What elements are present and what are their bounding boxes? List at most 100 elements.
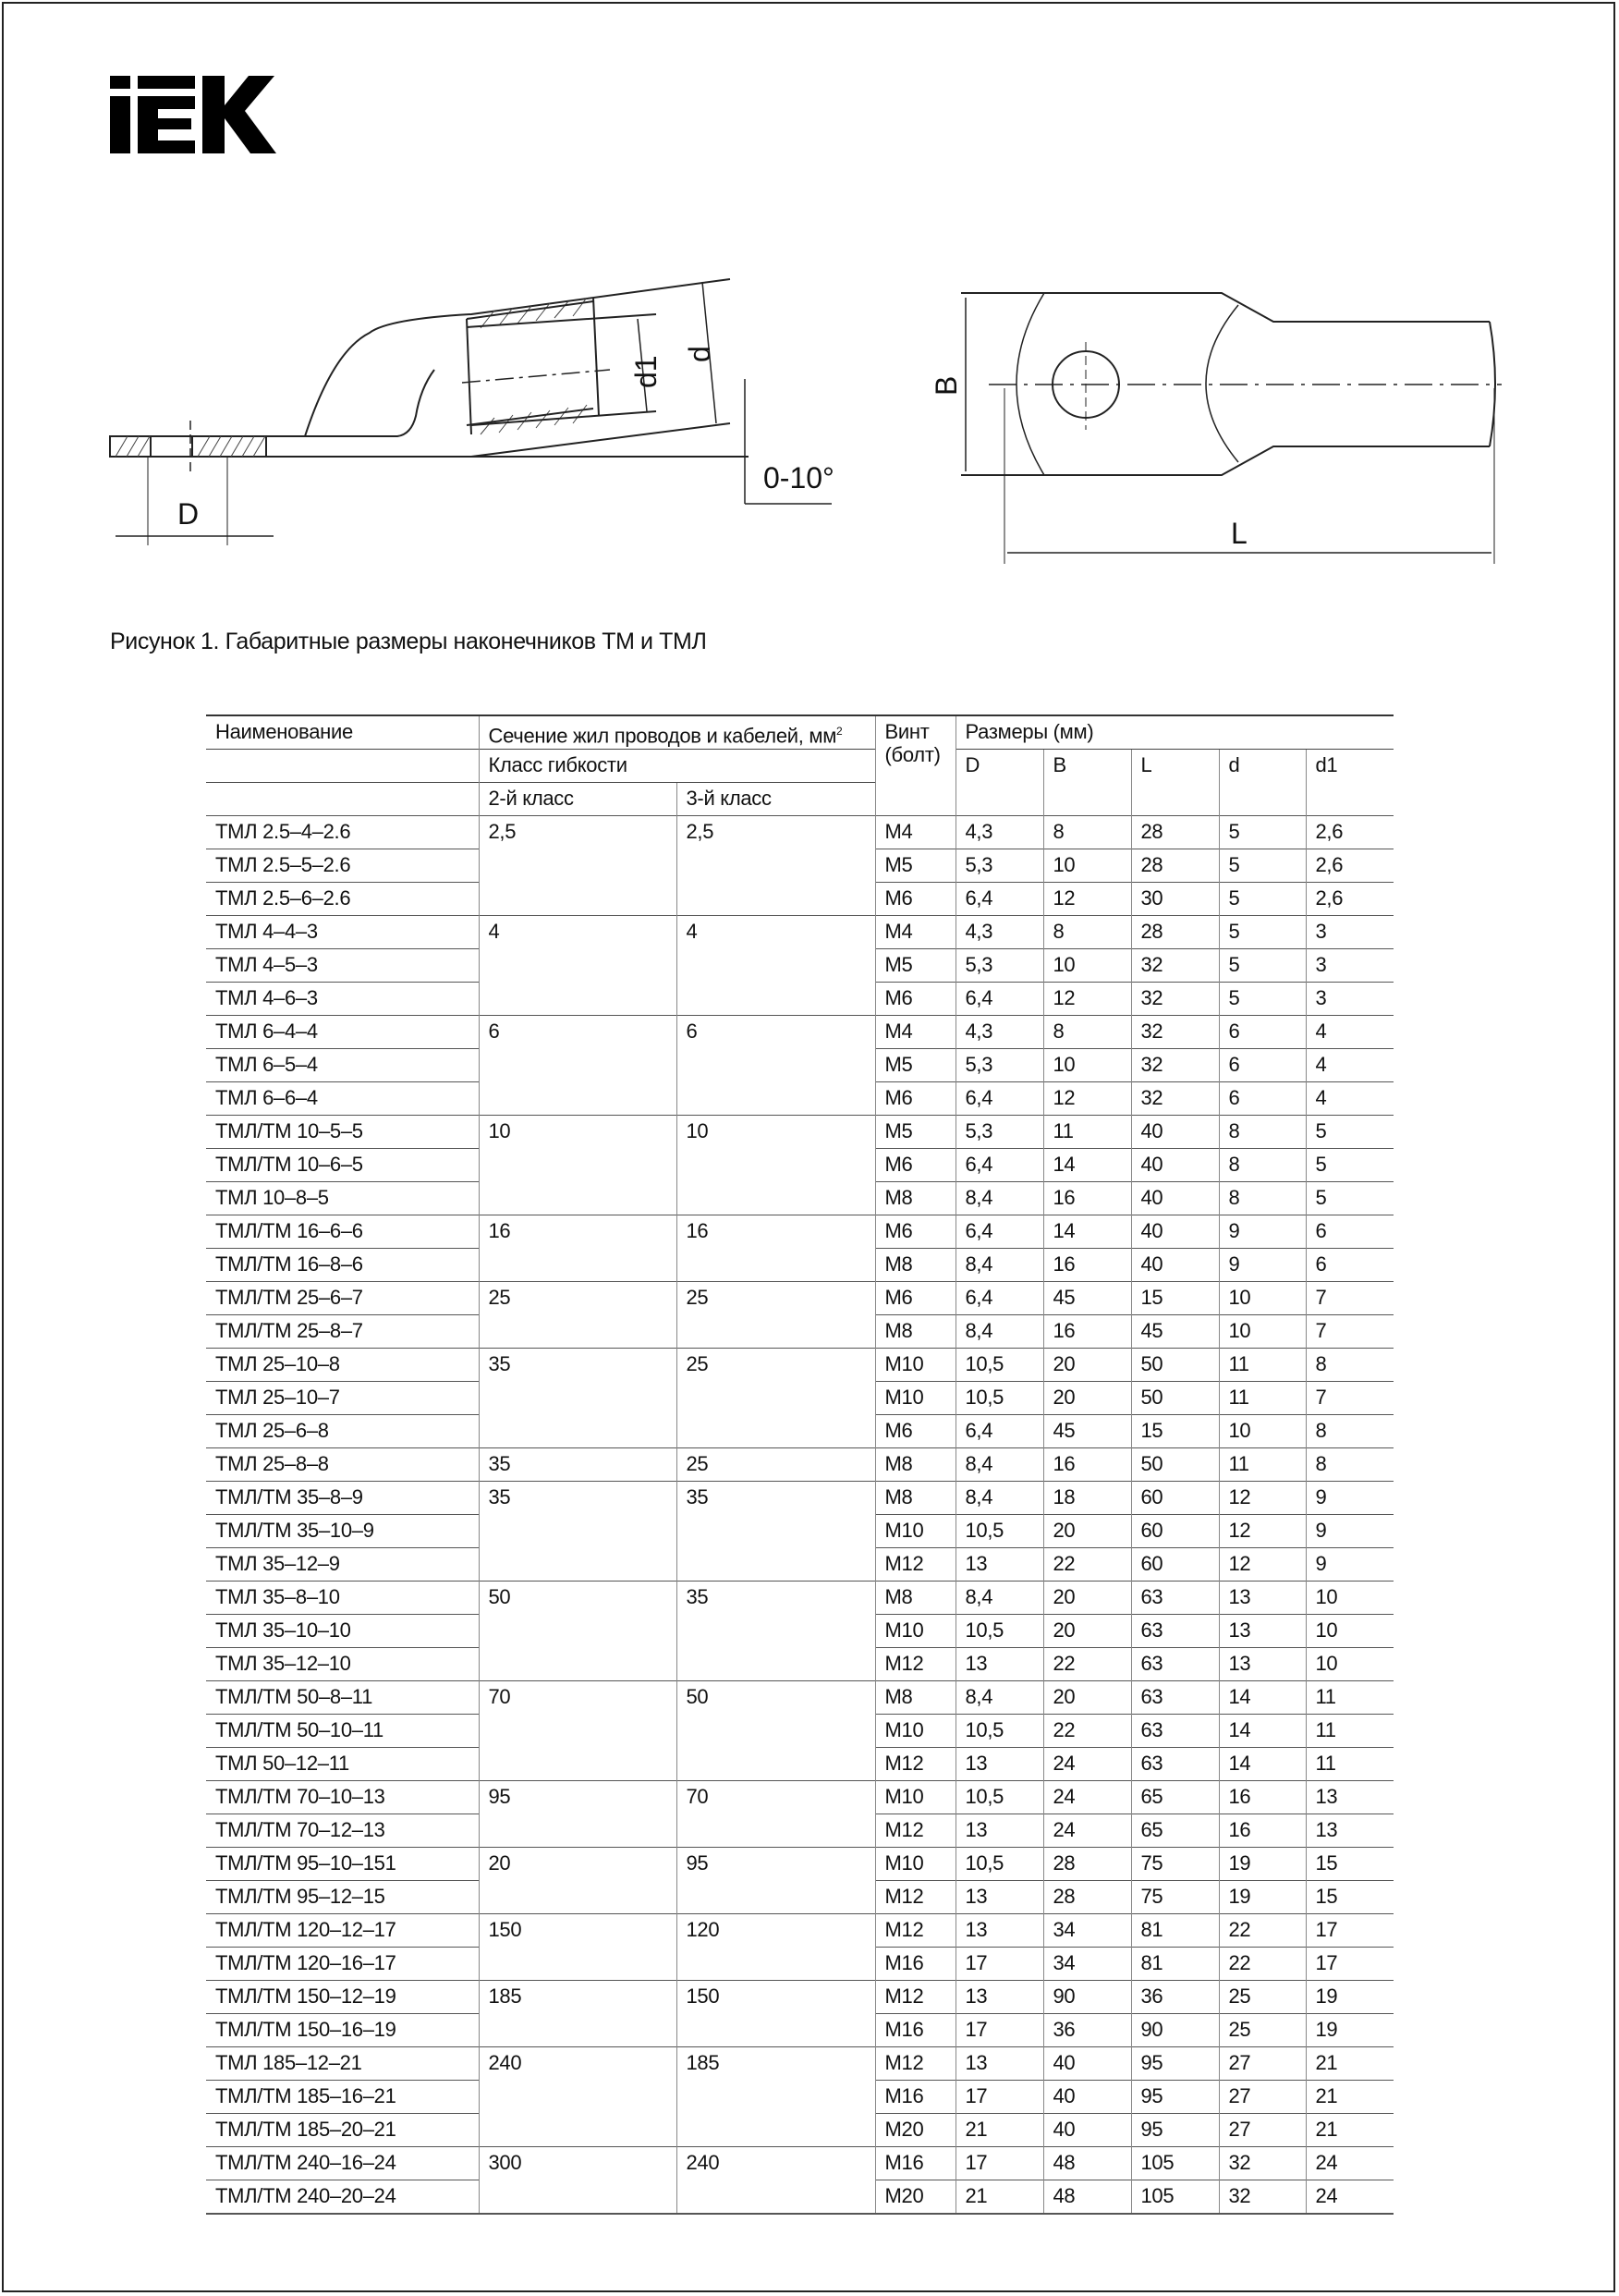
- cell-name: ТМЛ 4–4–3: [206, 915, 479, 949]
- cell-L: 50: [1130, 1381, 1219, 1415]
- cell-D: 5,3: [955, 1115, 1043, 1149]
- cell-d: 22: [1218, 1913, 1306, 1948]
- cell-D: 10,5: [955, 1381, 1043, 1415]
- table-row: ТМЛ 4–6–3 М6 6,4 12 32 5 3: [206, 982, 1394, 1016]
- cell-B: 12: [1042, 882, 1131, 916]
- cell-L: 40: [1130, 1248, 1219, 1282]
- cell-B: 12: [1042, 1081, 1131, 1116]
- cell-D: 4,3: [955, 815, 1043, 849]
- cell-bolt: М10: [874, 1348, 956, 1382]
- cell-d: 6: [1218, 1015, 1306, 1049]
- cell-D: 13: [955, 1547, 1043, 1582]
- lug-drawings: D d1 d 0-10° B L: [109, 278, 1502, 564]
- cell-d: 14: [1218, 1747, 1306, 1781]
- cell-B: 14: [1042, 1215, 1131, 1249]
- cell-B: 14: [1042, 1148, 1131, 1182]
- table-row: ТМЛ/ТМ 150–12–19 185 150 М12 13 90 36 25 19: [206, 1980, 1394, 2047]
- cell-name: ТМЛ/ТМ 16–6–6: [206, 1215, 479, 1249]
- dim-label-d: d: [683, 346, 716, 362]
- figure-caption: Рисунок 1. Габаритные размеры наконечник…: [110, 629, 707, 654]
- cell-B: 20: [1042, 1680, 1131, 1715]
- top-view: B L: [930, 292, 1502, 564]
- cell-d: 22: [1218, 1947, 1306, 1981]
- dim-label-angle: 0-10°: [763, 461, 834, 495]
- table-row: ТМЛ 6–5–4 М5 5,3 10 32 6 4: [206, 1048, 1394, 1082]
- cell-d1: 11: [1305, 1714, 1394, 1748]
- cell-L: 28: [1130, 815, 1219, 849]
- cell-bolt: М12: [874, 1880, 956, 1914]
- header-dims: Размеры (мм): [955, 714, 1394, 750]
- header-bolt: Винт (болт): [874, 714, 956, 816]
- cell-B: 40: [1042, 2113, 1131, 2147]
- cell-D: 8,4: [955, 1314, 1043, 1349]
- cell-name: ТМЛ 2.5–4–2.6: [206, 815, 479, 849]
- cell-section-class3: 2,5: [676, 815, 875, 916]
- cell-L: 28: [1130, 915, 1219, 949]
- header-section-sup: 2: [836, 725, 843, 738]
- cell-section-class3: 10: [676, 1115, 875, 1215]
- cell-d1: 10: [1305, 1647, 1394, 1681]
- cell-d1: 17: [1305, 1913, 1394, 1948]
- cell-section-class3: 16: [676, 1215, 875, 1282]
- cell-d1: 11: [1305, 1747, 1394, 1781]
- cell-D: 17: [955, 2080, 1043, 2114]
- cell-d1: 15: [1305, 1847, 1394, 1881]
- cell-name: ТМЛ 185–12–21: [206, 2046, 479, 2081]
- cell-B: 16: [1042, 1447, 1131, 1482]
- cell-d1: 10: [1305, 1581, 1394, 1615]
- header-D: D: [955, 749, 1043, 816]
- cell-d: 27: [1218, 2113, 1306, 2147]
- cell-name: ТМЛ 25–10–8: [206, 1348, 479, 1382]
- table-row: ТМЛ 2.5–6–2.6 М6 6,4 12 30 5 2,6: [206, 882, 1394, 916]
- cell-section-class2: 240: [478, 2046, 676, 2147]
- cell-D: 6,4: [955, 982, 1043, 1016]
- cell-d1: 5: [1305, 1115, 1394, 1149]
- header-bolt-1: Винт: [884, 720, 930, 743]
- cell-B: 45: [1042, 1281, 1131, 1315]
- cell-bolt: М6: [874, 882, 956, 916]
- cell-B: 11: [1042, 1115, 1131, 1149]
- table-row: ТМЛ/ТМ 16–6–6 16 16 М6 6,4 14 40 9 6: [206, 1215, 1394, 1282]
- cell-d1: 2,6: [1305, 882, 1394, 916]
- cell-L: 15: [1130, 1414, 1219, 1448]
- cell-L: 95: [1130, 2113, 1219, 2147]
- dim-label-d1: d1: [629, 355, 663, 388]
- cell-d: 14: [1218, 1714, 1306, 1748]
- cell-name: ТМЛ 4–5–3: [206, 948, 479, 983]
- cell-bolt: М12: [874, 2046, 956, 2081]
- cell-D: 21: [955, 2180, 1043, 2215]
- cell-bolt: М8: [874, 1314, 956, 1349]
- cell-L: 40: [1130, 1181, 1219, 1215]
- cell-B: 22: [1042, 1647, 1131, 1681]
- cell-d1: 4: [1305, 1015, 1394, 1049]
- table-row: ТМЛ/ТМ 95–12–15 М12 13 28 75 19 15: [206, 1880, 1394, 1914]
- header-L: L: [1130, 749, 1219, 816]
- cell-d: 10: [1218, 1281, 1306, 1315]
- cell-bolt: М8: [874, 1680, 956, 1715]
- cell-bolt: М16: [874, 1947, 956, 1981]
- cell-L: 60: [1130, 1547, 1219, 1582]
- cell-section-class2: 16: [478, 1215, 676, 1282]
- cell-B: 20: [1042, 1581, 1131, 1615]
- cell-d: 12: [1218, 1547, 1306, 1582]
- table-row: ТМЛ 25–6–8 М6 6,4 45 15 10 8: [206, 1414, 1394, 1448]
- cell-L: 81: [1130, 1913, 1219, 1948]
- cell-B: 40: [1042, 2046, 1131, 2081]
- cell-L: 28: [1130, 849, 1219, 883]
- cell-section-class3: 70: [676, 1780, 875, 1848]
- cell-section-class2: 25: [478, 1281, 676, 1349]
- cell-B: 48: [1042, 2146, 1131, 2180]
- cell-d1: 8: [1305, 1414, 1394, 1448]
- table-row: ТМЛ 25–10–7 М10 10,5 20 50 11 7: [206, 1381, 1394, 1415]
- cell-B: 28: [1042, 1880, 1131, 1914]
- cell-D: 10,5: [955, 1614, 1043, 1648]
- table-row: ТМЛ/ТМ 185–20–21 М20 21 40 95 27 21: [206, 2113, 1394, 2147]
- cell-d: 13: [1218, 1581, 1306, 1615]
- cell-L: 105: [1130, 2180, 1219, 2215]
- cell-name: ТМЛ 35–8–10: [206, 1581, 479, 1615]
- cell-d1: 19: [1305, 1980, 1394, 2014]
- table-row: ТМЛ 25–8–8 35 25 М8 8,4 16 50 11 8: [206, 1447, 1394, 1482]
- cell-bolt: М5: [874, 1048, 956, 1082]
- table-row: ТМЛ/ТМ 70–10–13 95 70 М10 10,5 24 65 16 13: [206, 1780, 1394, 1848]
- cell-d: 16: [1218, 1780, 1306, 1814]
